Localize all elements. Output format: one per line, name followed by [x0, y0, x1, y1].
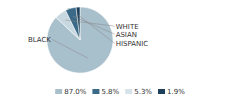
leader-line [73, 16, 115, 34]
pie-slice [47, 7, 113, 73]
legend-label: 1.9% [167, 88, 185, 96]
legend-swatch [158, 89, 165, 94]
leader-line [52, 39, 88, 58]
legend-item: 5.8% [92, 88, 119, 96]
legend-label: 87.0% [64, 88, 87, 96]
slice-label: WHITE [116, 23, 139, 31]
annotations: BLACK WHITEASIANHISPANIC [28, 15, 148, 58]
legend: 87.0% 5.8% 5.3% 1.9% [55, 88, 185, 96]
slice-label: BLACK [28, 36, 51, 44]
chart: BLACK WHITEASIANHISPANIC 87.0% 5.8% 5.3% 1.9% [0, 0, 240, 100]
slice-label: HISPANIC [116, 40, 149, 48]
pie-slice [66, 7, 80, 40]
legend-swatch [92, 89, 99, 94]
pie [47, 7, 113, 73]
leader-line [79, 15, 115, 43]
legend-item: 5.3% [125, 88, 152, 96]
legend-label: 5.3% [134, 88, 152, 96]
leader-line [65, 20, 114, 26]
legend-swatch [125, 89, 132, 94]
legend-swatch [55, 89, 62, 94]
legend-item: 1.9% [158, 88, 185, 96]
legend-label: 5.8% [101, 88, 119, 96]
legend-item: 87.0% [55, 88, 87, 96]
pie-slice [76, 7, 80, 40]
slice-label: ASIAN [116, 31, 137, 39]
